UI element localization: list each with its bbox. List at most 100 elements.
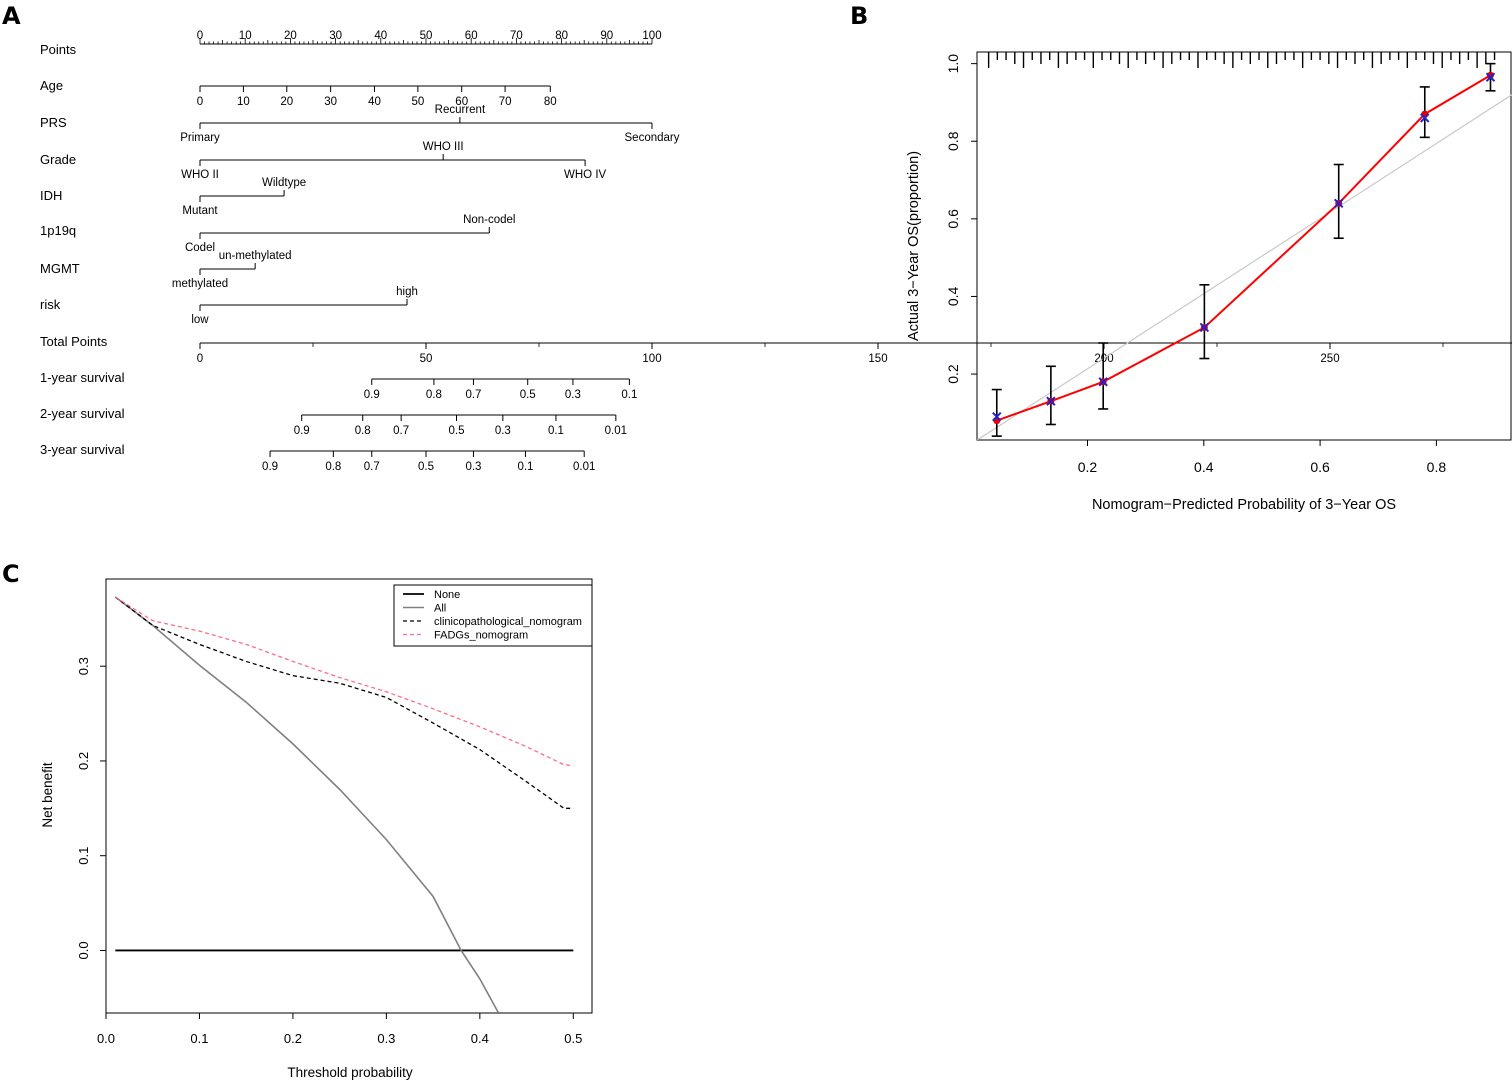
- nomogram-row-label: 1p19q: [40, 223, 76, 238]
- y-tick-label: 0.8: [945, 131, 961, 151]
- ideal-reference-line: [977, 94, 1512, 440]
- y-tick-label: 0.3: [76, 657, 91, 675]
- legend-label: All: [434, 603, 446, 615]
- calibration-line: [996, 74, 1491, 422]
- axis-tick-label: 60: [455, 96, 468, 108]
- axis-tick-label: 10: [237, 96, 250, 108]
- y-axis-title: Actual 3−Year OS(proportion): [906, 151, 922, 341]
- axis-tick-label: 20: [280, 96, 293, 108]
- y-tick-label: 0.2: [945, 364, 961, 384]
- x-tick-label: 0.8: [1427, 459, 1447, 475]
- nomogram-row-label: risk: [40, 297, 61, 312]
- axis-tick-label: 0.1: [548, 425, 564, 437]
- y-tick-label: 0.4: [945, 286, 961, 306]
- axis-tick-label: 0.7: [364, 461, 380, 473]
- nomogram-row-label: MGMT: [40, 261, 80, 276]
- nomogram-panel: Points 0 10 20 30 40 50 60 70 80 90 100 Age 0 10 20 30 40…: [40, 30, 1512, 473]
- axis-tick-label: 30: [324, 96, 337, 108]
- nomogram-row-label: Points: [40, 42, 77, 57]
- level-label: Mutant: [182, 205, 218, 217]
- x-tick-label: 0.1: [190, 1031, 208, 1046]
- level-label: Secondary: [625, 132, 680, 144]
- panel-letter-c: C: [2, 560, 20, 588]
- axis-tick-label: 0.8: [325, 461, 341, 473]
- points-tick-label: 70: [510, 30, 523, 42]
- panel-letter-a: A: [2, 2, 21, 30]
- x-tick-label: 0.4: [1194, 459, 1214, 475]
- bias-corrected-point: [1334, 198, 1344, 209]
- level-label: WHO III: [423, 141, 464, 153]
- nomogram-row-label: Age: [40, 78, 63, 93]
- axis-tick-label: 0.5: [449, 425, 465, 437]
- axis-tick-label: 0.8: [355, 425, 371, 437]
- level-label: WHO II: [181, 169, 219, 181]
- level-label: methylated: [172, 278, 228, 290]
- axis-tick-label: 200: [1094, 353, 1113, 365]
- axis-tick-label: 0.9: [364, 389, 380, 401]
- level-label: Primary: [180, 132, 220, 144]
- y-tick-label: 0.1: [76, 847, 91, 865]
- points-tick-label: 40: [374, 30, 387, 42]
- axis-tick-label: 100: [642, 353, 661, 365]
- axis-tick-label: 0.01: [573, 461, 595, 473]
- x-tick-label: 0.2: [1078, 459, 1098, 475]
- observed-point: [1486, 71, 1494, 79]
- nomogram-row-label: PRS: [40, 115, 67, 130]
- nomogram-row-label: Grade: [40, 152, 76, 167]
- level-label: Recurrent: [435, 104, 486, 116]
- calibration-plot-panel: 0.2 0.4 0.6 0.8 0.2 0.4 0.6 0.8 1.0 Nomogram−Pred…: [906, 51, 1512, 513]
- axis-tick-label: 0: [197, 96, 203, 108]
- axis-tick-label: 80: [544, 96, 557, 108]
- points-tick-label: 20: [284, 30, 297, 42]
- level-label: high: [396, 286, 418, 298]
- y-tick-label: 0.0: [76, 941, 91, 959]
- y-tick-label: 0.2: [76, 752, 91, 770]
- axis-tick-label: 70: [499, 96, 512, 108]
- nomogram-row-label: 2-year survival: [40, 406, 125, 421]
- axis-tick-label: 0.7: [393, 425, 409, 437]
- points-tick-label: 100: [642, 30, 661, 42]
- axis-tick-label: 0: [197, 353, 203, 365]
- series-line-clinicopathological-nomogram: [114, 596, 574, 809]
- legend-box: [393, 584, 593, 647]
- bias-corrected-point: [1098, 377, 1108, 387]
- axis-tick-label: 0.5: [418, 461, 434, 473]
- points-tick-label: 0: [197, 30, 203, 42]
- axis-tick-label: 0.8: [426, 389, 442, 401]
- bias-corrected-point: [1485, 72, 1496, 82]
- y-tick-label: 0.6: [945, 209, 961, 229]
- level-label: Non-codel: [463, 214, 515, 226]
- nomogram-row-label: Total Points: [40, 334, 108, 349]
- bias-corrected-point: [1420, 113, 1430, 123]
- points-tick-label: 50: [420, 30, 433, 42]
- points-tick-label: 80: [555, 30, 568, 42]
- axis-tick-label: 0.01: [605, 425, 627, 437]
- plot-frame: [976, 51, 1512, 441]
- nomogram-row-label: 1-year survival: [40, 370, 125, 385]
- points-tick-label: 30: [329, 30, 342, 42]
- axis-tick-label: 0.1: [517, 461, 533, 473]
- axis-tick-label: 0.3: [495, 425, 511, 437]
- level-label: Codel: [185, 242, 215, 254]
- series-line-fadgs-nomogram: [114, 596, 574, 767]
- x-tick-label: 0.0: [97, 1031, 115, 1046]
- axis-tick-label: 50: [411, 96, 424, 108]
- x-tick-label: 0.4: [471, 1031, 489, 1046]
- y-axis-title: Net benefit: [40, 762, 55, 828]
- legend-label: clinicopathological_nomogram: [434, 616, 582, 628]
- points-tick-label: 60: [465, 30, 478, 42]
- x-axis-title: Nomogram−Predicted Probability of 3−Year…: [1092, 497, 1396, 513]
- axis-tick-label: 0.9: [262, 461, 278, 473]
- axis-tick-label: 0.1: [621, 389, 637, 401]
- axis-tick-label: 0.7: [465, 389, 481, 401]
- x-axis-title: Threshold probability: [287, 1065, 413, 1080]
- x-tick-label: 0.6: [1310, 459, 1330, 475]
- plot-frame: [105, 578, 593, 1014]
- y-tick-label: 1.0: [945, 54, 961, 74]
- axis-tick-label: 0.3: [465, 461, 481, 473]
- bias-corrected-point: [992, 412, 1002, 422]
- bias-corrected-point: [1046, 396, 1056, 406]
- axis-tick-label: 0.9: [294, 425, 310, 437]
